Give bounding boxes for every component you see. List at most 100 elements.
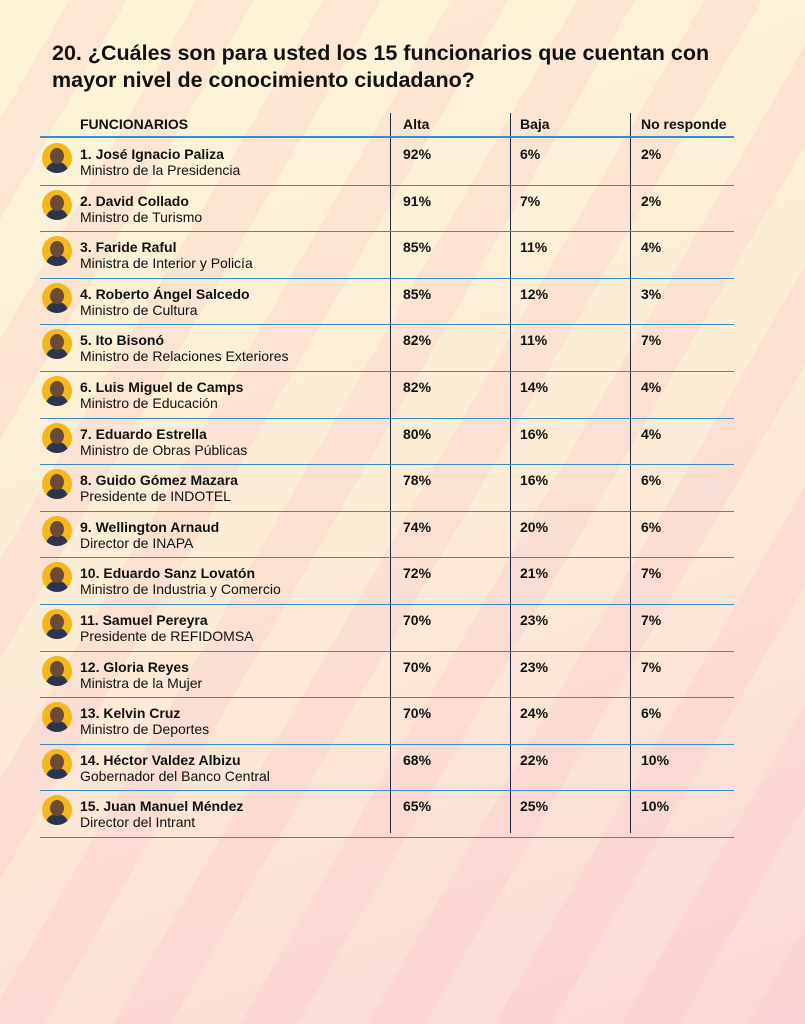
alta-cell: 78% — [403, 472, 432, 489]
official-name: 12. Gloria Reyes — [80, 658, 189, 675]
avatar — [42, 282, 72, 313]
row-rule — [40, 697, 734, 699]
official-role: Director de INAPA — [80, 534, 194, 551]
baja-cell: 11% — [520, 332, 548, 349]
official-role: Ministro de Educación — [80, 395, 218, 411]
column-divider — [390, 113, 391, 833]
row-rule — [40, 650, 734, 652]
official-name: 11. Samuel Pereyra — [80, 612, 208, 628]
baja-cell: 6% — [520, 146, 541, 162]
baja-cell: 16% — [520, 472, 549, 489]
baja-cell: 21% — [520, 565, 549, 582]
official-name: 10. Eduardo Sanz Lovatón — [80, 565, 256, 582]
official-name: 2. David Collado — [80, 192, 189, 209]
row-rule — [40, 417, 734, 419]
no-responde-cell: 10% — [641, 751, 670, 768]
official-role: Ministro de Turismo — [80, 208, 203, 225]
no-responde-cell: 4% — [641, 239, 662, 256]
official-name: 4. Roberto Ángel Salcedo — [80, 285, 250, 302]
avatar — [42, 189, 72, 220]
title: 20. ¿Cuáles son para usted los 15 funcio… — [52, 41, 710, 92]
official-role: Ministro de Industria y Comercio — [80, 581, 281, 598]
official-name: 13. Kelvin Cruz — [80, 705, 181, 722]
alta-cell: 82% — [403, 332, 432, 349]
row-rule — [40, 231, 734, 233]
avatar — [42, 609, 72, 639]
avatar — [42, 236, 72, 267]
official-name: 5. Ito Bisonó — [80, 332, 164, 349]
baja-cell: 11% — [520, 239, 548, 256]
no-responde-cell: 10% — [641, 798, 670, 815]
avatar — [42, 422, 72, 453]
avatar — [42, 469, 72, 500]
no-responde-cell: 6% — [641, 472, 662, 489]
row-rule — [40, 324, 734, 326]
alta-cell: 85% — [403, 239, 432, 256]
row-rule — [40, 557, 734, 559]
row-rule — [40, 604, 734, 605]
baja-cell: 20% — [520, 518, 549, 535]
official-role: Gobernador del Banco Central — [80, 767, 270, 784]
official-role: Ministro de Deportes — [80, 721, 210, 738]
official-name: 9. Wellington Arnaud — [80, 518, 220, 535]
no-responde-cell: 7% — [641, 658, 662, 675]
column-divider — [630, 113, 631, 833]
official-name: 14. Héctor Valdez Albizu — [80, 751, 241, 768]
baja-cell: 23% — [520, 658, 549, 675]
official-name: 1. José Ignacio Paliza — [80, 146, 224, 162]
alta-cell: 91% — [403, 192, 432, 209]
no-responde-cell: 3% — [641, 285, 662, 302]
alta-cell: 82% — [403, 379, 432, 395]
avatar — [42, 515, 72, 546]
alta-cell: 92% — [403, 146, 432, 162]
official-role: Ministra de la Mujer — [80, 674, 203, 691]
column-header: Baja — [520, 116, 550, 132]
official-role: Director del Intrant — [80, 814, 196, 831]
column-header: Alta — [403, 116, 430, 132]
row-rule — [40, 464, 734, 466]
avatar — [42, 795, 72, 826]
baja-cell: 7% — [520, 192, 541, 209]
avatar — [42, 748, 72, 779]
baja-cell: 12% — [520, 285, 549, 302]
baja-cell: 24% — [520, 705, 549, 722]
baja-cell: 22% — [520, 751, 549, 768]
alta-cell: 65% — [403, 798, 432, 815]
header-rule — [40, 136, 734, 138]
no-responde-cell: 4% — [641, 425, 662, 442]
no-responde-cell: 6% — [641, 705, 662, 722]
official-name: 7. Eduardo Estrella — [80, 425, 207, 442]
official-name: 3. Faride Raful — [80, 239, 177, 256]
column-header: No responde — [641, 116, 727, 132]
official-role: Ministro de Obras Públicas — [80, 441, 248, 458]
alta-cell: 70% — [403, 658, 432, 675]
no-responde-cell: 7% — [641, 612, 662, 628]
no-responde-cell: 2% — [641, 192, 662, 209]
avatar — [42, 655, 72, 686]
row-rule — [40, 837, 734, 838]
column-divider — [510, 113, 511, 833]
avatar — [42, 376, 72, 406]
no-responde-cell: 2% — [641, 146, 662, 162]
row-rule — [40, 790, 734, 792]
alta-cell: 70% — [403, 705, 432, 722]
row-rule — [40, 743, 734, 745]
avatar — [42, 143, 72, 173]
row-rule — [40, 184, 734, 186]
avatar — [42, 329, 72, 360]
no-responde-cell: 6% — [641, 518, 662, 535]
alta-cell: 70% — [403, 612, 432, 628]
official-role: Presidente de INDOTEL — [80, 488, 231, 505]
no-responde-cell: 7% — [641, 332, 662, 349]
baja-cell: 25% — [520, 798, 549, 815]
alta-cell: 72% — [403, 565, 432, 582]
avatar — [42, 702, 72, 733]
official-role: Ministra de Interior y Policía — [80, 255, 253, 272]
baja-cell: 23% — [520, 612, 549, 628]
baja-cell: 16% — [520, 425, 549, 442]
official-name: 8. Guido Gómez Mazara — [80, 472, 238, 489]
no-responde-cell: 4% — [641, 379, 662, 395]
official-role: Ministro de Relaciones Exteriores — [80, 348, 289, 365]
column-header: FUNCIONARIOS — [80, 116, 189, 132]
